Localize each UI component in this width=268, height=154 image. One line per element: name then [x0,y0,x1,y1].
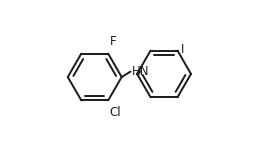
Text: Cl: Cl [110,107,121,120]
Text: HN: HN [132,65,150,78]
Text: F: F [110,34,116,47]
Text: I: I [181,43,185,56]
